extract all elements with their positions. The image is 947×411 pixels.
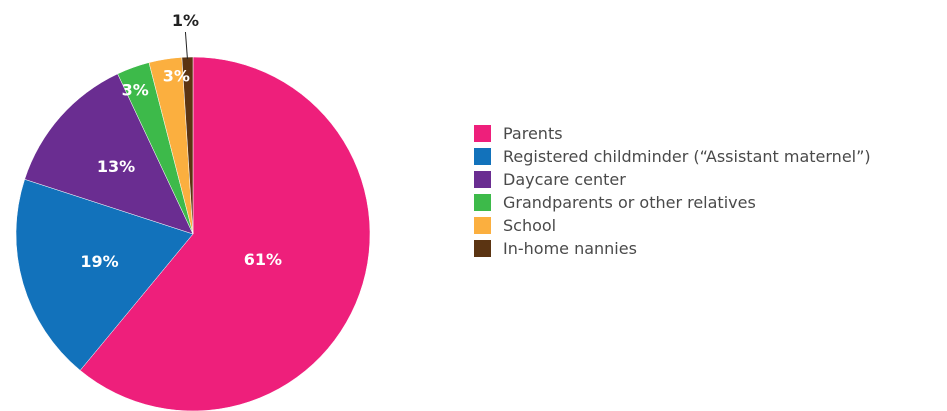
legend-item-2: Registered childminder (“Assistant mater… bbox=[474, 145, 871, 168]
legend-label: In-home nannies bbox=[503, 239, 637, 258]
legend-item-1: Parents bbox=[474, 122, 871, 145]
pie-slice-1 bbox=[79, 56, 371, 411]
leader-line-6 bbox=[184, 31, 188, 60]
pie-slice-2 bbox=[15, 178, 194, 371]
legend-item-5: School bbox=[474, 214, 871, 237]
pie-slice-3 bbox=[24, 73, 194, 235]
legend-swatch bbox=[474, 125, 491, 142]
pie-slices bbox=[15, 56, 371, 411]
legend-item-6: In-home nannies bbox=[474, 237, 871, 260]
slice-label-6: 1% bbox=[172, 11, 199, 30]
pie-labels: 61% 19% 13% 3% 3% 1% bbox=[80, 11, 282, 271]
slice-label-2: 19% bbox=[80, 252, 118, 271]
legend-swatch bbox=[474, 217, 491, 234]
slice-label-5: 3% bbox=[163, 67, 190, 86]
legend-label: Daycare center bbox=[503, 170, 626, 189]
legend-label: Registered childminder (“Assistant mater… bbox=[503, 147, 871, 166]
legend-label: Grandparents or other relatives bbox=[503, 193, 756, 212]
legend-label: Parents bbox=[503, 124, 563, 143]
slice-label-3: 13% bbox=[97, 157, 135, 176]
slice-label-1: 61% bbox=[244, 250, 282, 269]
legend-swatch bbox=[474, 240, 491, 257]
legend-swatch bbox=[474, 148, 491, 165]
legend-item-3: Daycare center bbox=[474, 168, 871, 191]
chart-legend: Parents Registered childminder (“Assistan… bbox=[474, 122, 871, 260]
legend-swatch bbox=[474, 194, 491, 211]
legend-swatch bbox=[474, 171, 491, 188]
legend-item-4: Grandparents or other relatives bbox=[474, 191, 871, 214]
legend-label: School bbox=[503, 216, 557, 235]
slice-label-4: 3% bbox=[122, 80, 149, 99]
